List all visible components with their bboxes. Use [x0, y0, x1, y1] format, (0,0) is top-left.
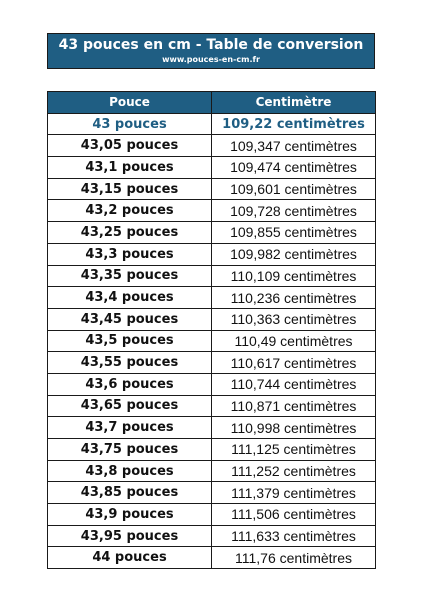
cell-pouce: 43,2 pouces [47, 199, 212, 223]
cell-centimetre: 110,49 centimètres [211, 329, 376, 353]
conversion-table: Pouce Centimètre 43 pouces 109,22 centim… [47, 91, 376, 570]
table-row: 43,95 pouces 111,633 centimètres [47, 524, 376, 548]
cell-pouce: 43,4 pouces [47, 286, 212, 309]
table-row: 43 pouces 109,22 centimètres [47, 112, 376, 136]
cell-centimetre: 110,871 centimètres [211, 394, 376, 418]
cell-centimetre: 110,363 centimètres [211, 307, 376, 331]
table-row: 43,85 pouces 111,379 centimètres [47, 481, 376, 505]
cell-pouce: 43,6 pouces [47, 372, 212, 396]
cell-centimetre: 111,252 centimètres [211, 459, 376, 483]
table-row: 43,8 pouces 111,252 centimètres [47, 459, 376, 483]
cell-pouce: 43,9 pouces [47, 503, 212, 526]
cell-pouce: 43,15 pouces [47, 177, 212, 201]
cell-centimetre: 109,347 centimètres [211, 134, 376, 158]
cell-centimetre: 110,998 centimètres [211, 416, 376, 439]
table-row: 43,15 pouces 109,601 centimètres [47, 177, 376, 201]
cell-pouce: 43,55 pouces [47, 351, 212, 374]
table-row: 43,75 pouces 111,125 centimètres [47, 438, 376, 461]
cell-pouce: 43,3 pouces [47, 242, 212, 266]
column-header-centimetre: Centimètre [211, 91, 376, 114]
cell-centimetre: 111,633 centimètres [211, 524, 376, 548]
cell-pouce: 43,8 pouces [47, 459, 212, 483]
cell-pouce: 43,85 pouces [47, 481, 212, 505]
cell-pouce: 43,95 pouces [47, 524, 212, 548]
cell-centimetre: 110,109 centimètres [211, 264, 376, 288]
table-row: 43,55 pouces 110,617 centimètres [47, 351, 376, 374]
table-row: 43,25 pouces 109,855 centimètres [47, 221, 376, 244]
table-row: 43,05 pouces 109,347 centimètres [47, 134, 376, 158]
cell-centimetre: 109,601 centimètres [211, 177, 376, 201]
cell-pouce: 43,7 pouces [47, 416, 212, 439]
cell-centimetre: 109,855 centimètres [211, 221, 376, 244]
table-row: 43,3 pouces 109,982 centimètres [47, 242, 376, 266]
cell-centimetre: 111,76 centimètres [211, 546, 376, 570]
cell-pouce: 43,75 pouces [47, 438, 212, 461]
table-row: 43,6 pouces 110,744 centimètres [47, 372, 376, 396]
cell-pouce: 43,1 pouces [47, 156, 212, 179]
cell-pouce: 43,5 pouces [47, 329, 212, 353]
table-row: 43,35 pouces 110,109 centimètres [47, 264, 376, 288]
table-row: 43,1 pouces 109,474 centimètres [47, 156, 376, 179]
table-row: 44 pouces 111,76 centimètres [47, 546, 376, 570]
cell-centimetre: 111,506 centimètres [211, 503, 376, 526]
table-row: 43,4 pouces 110,236 centimètres [47, 286, 376, 309]
title-banner: 43 pouces en cm - Table de conversion ww… [47, 33, 375, 69]
cell-pouce: 43,45 pouces [47, 307, 212, 331]
cell-pouce: 44 pouces [47, 546, 212, 570]
cell-centimetre: 111,125 centimètres [211, 438, 376, 461]
cell-centimetre: 111,379 centimètres [211, 481, 376, 505]
table-row: 43,2 pouces 109,728 centimètres [47, 199, 376, 223]
cell-pouce: 43,25 pouces [47, 221, 212, 244]
cell-centimetre: 110,744 centimètres [211, 372, 376, 396]
cell-centimetre: 109,728 centimètres [211, 199, 376, 223]
table-row: 43,9 pouces 111,506 centimètres [47, 503, 376, 526]
table-header-row: Pouce Centimètre [47, 91, 376, 114]
site-url: www.pouces-en-cm.fr [162, 55, 260, 64]
column-header-pouce: Pouce [47, 91, 212, 114]
cell-centimetre: 110,236 centimètres [211, 286, 376, 309]
cell-centimetre: 110,617 centimètres [211, 351, 376, 374]
table-row: 43,45 pouces 110,363 centimètres [47, 307, 376, 331]
cell-centimetre: 109,474 centimètres [211, 156, 376, 179]
cell-pouce: 43,35 pouces [47, 264, 212, 288]
cell-pouce: 43 pouces [47, 112, 212, 136]
table-row: 43,65 pouces 110,871 centimètres [47, 394, 376, 418]
cell-centimetre: 109,22 centimètres [211, 112, 376, 136]
page-title: 43 pouces en cm - Table de conversion [58, 37, 364, 53]
table-row: 43,5 pouces 110,49 centimètres [47, 329, 376, 353]
table-row: 43,7 pouces 110,998 centimètres [47, 416, 376, 439]
cell-centimetre: 109,982 centimètres [211, 242, 376, 266]
cell-pouce: 43,05 pouces [47, 134, 212, 158]
cell-pouce: 43,65 pouces [47, 394, 212, 418]
